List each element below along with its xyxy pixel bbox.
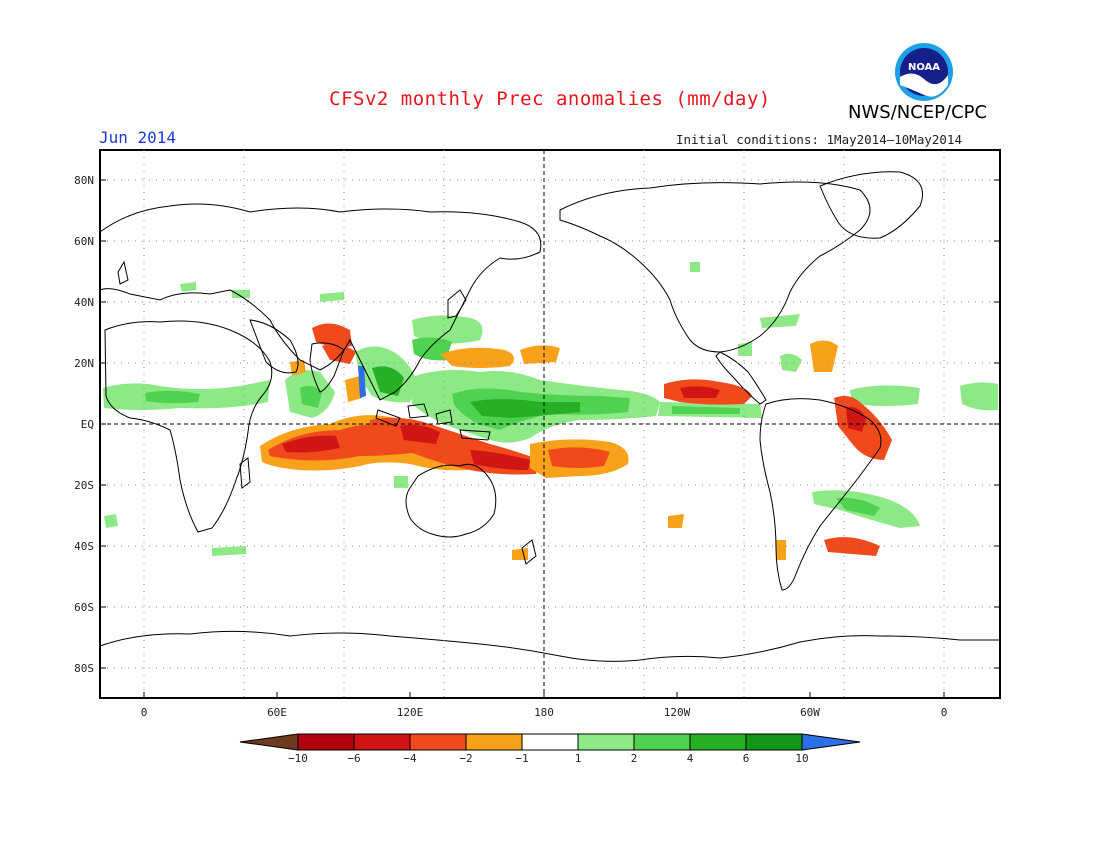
colorbar-label: −6: [347, 752, 360, 765]
colorbar-label: −4: [403, 752, 417, 765]
lat-label: 40N: [74, 296, 94, 309]
colorbar-swatch: [465, 733, 523, 751]
organization-label: NWS/NCEP/CPC: [848, 102, 988, 123]
colorbar-label: 10: [795, 752, 808, 765]
chart-title: CFSv2 monthly Prec anomalies (mm/day): [329, 88, 771, 110]
lat-label: 20S: [74, 479, 94, 492]
coastlines: [99, 171, 1000, 662]
lat-label: 80N: [74, 174, 94, 187]
colorbar-label: −1: [515, 752, 528, 765]
colorbar-swatch: [353, 733, 411, 751]
colorbar-swatch: [297, 733, 355, 751]
lon-label: 60E: [267, 706, 287, 719]
lon-label: 0: [941, 706, 948, 719]
noaa-logo: NOAA: [893, 41, 955, 107]
lon-label: 120E: [397, 706, 424, 719]
svg-text:NOAA: NOAA: [908, 62, 940, 73]
lon-label: 60W: [800, 706, 820, 719]
lat-label: 60S: [74, 601, 94, 614]
colorbar-swatch: [409, 733, 467, 751]
lon-label: 180: [534, 706, 554, 719]
colorbar-label: 2: [631, 752, 638, 765]
colorbar-label: 6: [743, 752, 750, 765]
lat-label: 20N: [74, 357, 94, 370]
colorbar-swatch: [745, 733, 803, 751]
colorbar-swatch: [577, 733, 635, 751]
lat-label: 80S: [74, 662, 94, 675]
lon-label: 0: [141, 706, 148, 719]
colorbar-swatch: [633, 733, 691, 751]
colorbar-swatch: [521, 733, 579, 751]
lat-label: 60N: [74, 235, 94, 248]
anomaly-fields: [103, 262, 998, 560]
colorbar-arrow-high: [801, 733, 861, 751]
lat-label: 40S: [74, 540, 94, 553]
initial-conditions: Initial conditions: 1May2014—10May2014: [676, 132, 962, 147]
lon-label: 120W: [664, 706, 691, 719]
tick-marks: [100, 179, 1000, 698]
colorbar-swatch: [689, 733, 747, 751]
colorbar-label: −10: [288, 752, 308, 765]
colorbar-arrow-low: [239, 733, 299, 751]
forecast-month: Jun 2014: [99, 128, 177, 147]
colorbar-label: 4: [687, 752, 694, 765]
colorbar-label: −2: [459, 752, 472, 765]
lat-label: EQ: [81, 418, 94, 431]
colorbar: −10 −6 −4 −2 −1 1 2 4 6 10: [239, 733, 861, 765]
colorbar-label: 1: [575, 752, 582, 765]
